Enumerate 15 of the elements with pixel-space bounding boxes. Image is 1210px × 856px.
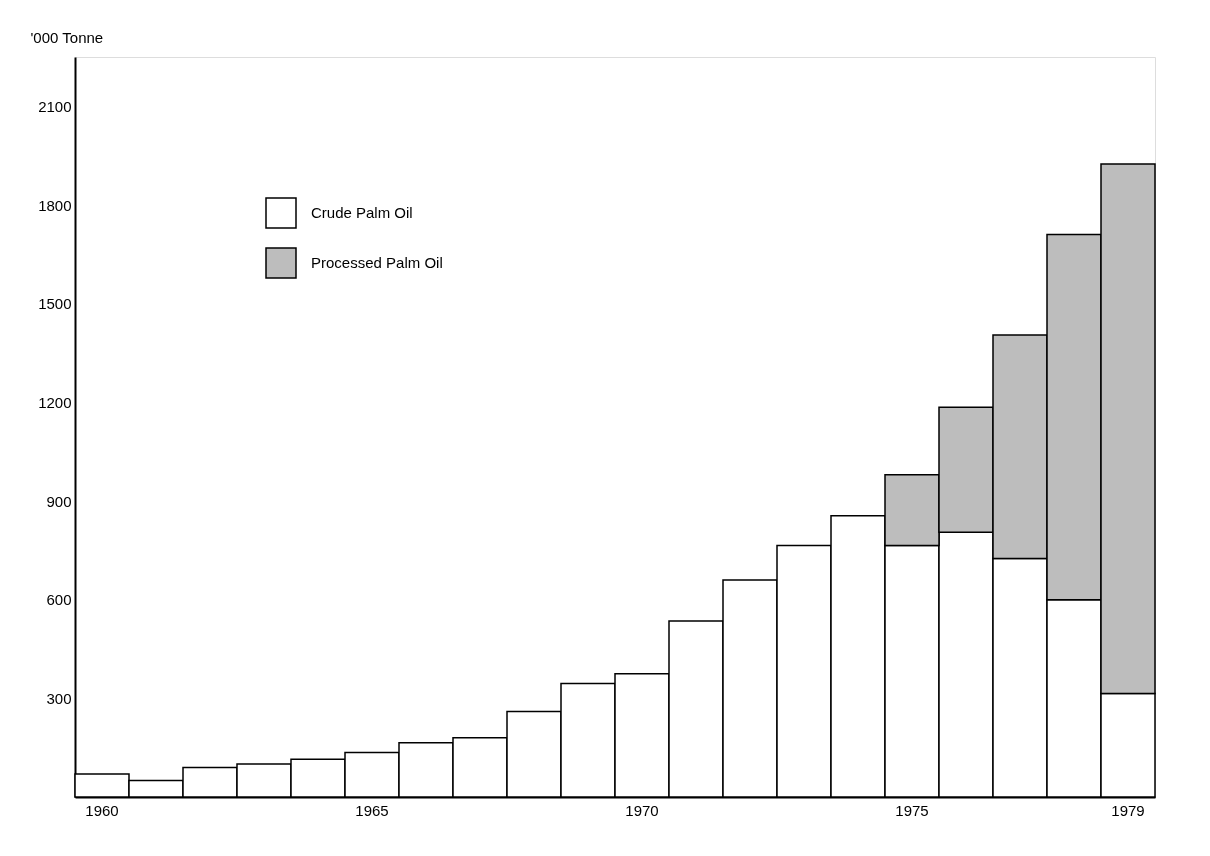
y-axis-title: '000 Tonne xyxy=(30,28,104,46)
legend-label: Processed Palm Oil xyxy=(311,254,443,271)
x-tick-label: 1975 xyxy=(895,801,929,819)
y-tick-label: 600 xyxy=(46,591,72,609)
x-tick-label: 1979 xyxy=(1111,801,1145,819)
y-tick-label: 2100 xyxy=(38,97,72,115)
y-tick-label: 1200 xyxy=(38,393,72,411)
x-tick-label: 1960 xyxy=(85,801,119,819)
x-tick-label: 1965 xyxy=(355,801,389,819)
legend-label: Crude Palm Oil xyxy=(311,204,413,221)
y-tick-label: 1500 xyxy=(38,295,72,313)
y-tick-label: 900 xyxy=(46,492,72,510)
y-tick-label: 300 xyxy=(46,689,72,707)
x-tick-label: 1970 xyxy=(625,801,659,819)
y-tick-label: 1800 xyxy=(38,196,72,214)
